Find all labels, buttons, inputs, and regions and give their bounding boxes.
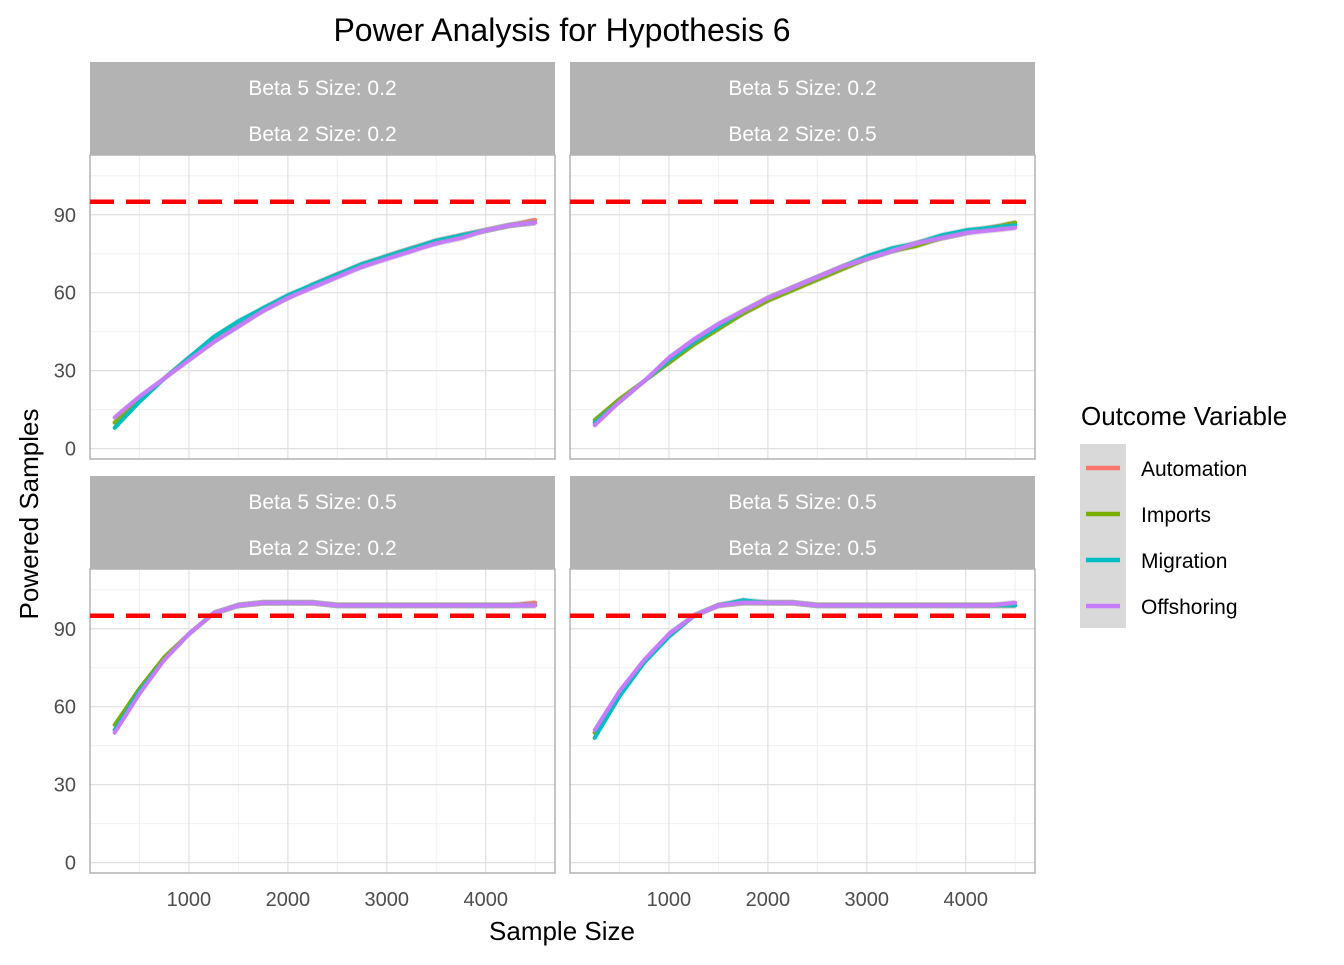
series-ribbon: [114, 219, 536, 426]
legend-item-label: Automation: [1141, 458, 1247, 481]
facet-strip-label-top: Beta 5 Size: 0.5: [248, 491, 396, 514]
facet-panel: Beta 5 Size: 0.5 Beta 2 Size: 0.2 0 30 60 90 1…: [54, 476, 556, 911]
series-ribbon: [594, 224, 1016, 429]
series-line: [112, 220, 538, 425]
series-line: [592, 598, 1018, 740]
facet-strip-label-top: Beta 5 Size: 0.2: [728, 77, 876, 100]
series-ribbon: [114, 217, 536, 426]
series-ribbon: [594, 222, 1016, 426]
panel-border: [89, 568, 556, 874]
legend-key-background: [1080, 444, 1126, 628]
series-ribbon: [114, 599, 536, 734]
series-line: [112, 600, 538, 733]
series-line: [592, 220, 1018, 422]
y-tick-label: 90: [54, 619, 76, 641]
series-line: [592, 600, 1018, 733]
facet-strip-label-bottom: Beta 2 Size: 0.5: [728, 123, 876, 146]
y-tick-label: 90: [54, 205, 76, 227]
series-line: [112, 600, 538, 735]
y-tick-label: 30: [54, 775, 76, 797]
legend: Outcome Variable Automation Imports Migrat…: [1080, 401, 1287, 628]
y-axis-label: Powered Samples: [14, 409, 44, 620]
x-tick-label: 1000: [167, 889, 212, 911]
facet-panel: Beta 5 Size: 0.2 Beta 2 Size: 0.2 0 30 60 90: [54, 62, 556, 461]
series-line: [592, 223, 1018, 425]
facet-panel: Beta 5 Size: 0.5 Beta 2 Size: 0.5 1000 2000…: [569, 476, 1036, 911]
facet-panel: Beta 5 Size: 0.2 Beta 2 Size: 0.5: [569, 62, 1036, 460]
facet-strip-label-top: Beta 5 Size: 0.5: [728, 491, 876, 514]
y-tick-label: 60: [54, 283, 76, 305]
x-tick-label: 3000: [845, 889, 890, 911]
series-line: [592, 223, 1018, 425]
legend-item-label: Offshoring: [1141, 596, 1238, 619]
series-ribbon: [594, 219, 1016, 423]
series-ribbon: [594, 599, 1016, 734]
legend-item-label: Imports: [1141, 504, 1211, 527]
series-ribbon: [114, 599, 536, 734]
series-ribbon: [114, 219, 536, 421]
facet-strip-label-bottom: Beta 2 Size: 0.2: [248, 123, 396, 146]
chart-title: Power Analysis for Hypothesis 6: [333, 12, 790, 48]
x-tick-label: 1000: [647, 889, 692, 911]
panel-border: [569, 568, 1036, 874]
x-tick-label: 4000: [463, 889, 508, 911]
y-tick-label: 0: [65, 439, 76, 461]
series-ribbon: [594, 222, 1016, 426]
series-ribbon: [114, 219, 536, 431]
y-tick-label: 0: [65, 853, 76, 875]
facet-strip-label-top: Beta 5 Size: 0.2: [248, 77, 396, 100]
series-ribbon: [594, 597, 1016, 741]
series-line: [112, 218, 538, 425]
series-line: [112, 600, 538, 733]
facet-strip-label-bottom: Beta 2 Size: 0.5: [728, 537, 876, 560]
facet-strip-label-bottom: Beta 2 Size: 0.2: [248, 537, 396, 560]
facet-strip: [90, 476, 555, 569]
x-tick-label: 3000: [365, 889, 410, 911]
legend-title: Outcome Variable: [1081, 401, 1287, 431]
y-tick-label: 60: [54, 697, 76, 719]
series-ribbon: [114, 599, 536, 728]
legend-item-label: Migration: [1141, 550, 1227, 573]
x-tick-label: 2000: [746, 889, 791, 911]
facet-strip: [90, 62, 555, 155]
series-line: [592, 225, 1018, 428]
facet-strip: [570, 476, 1035, 569]
panel-border: [569, 154, 1036, 460]
y-tick-label: 30: [54, 361, 76, 383]
panel-border: [89, 154, 556, 460]
series-line: [112, 220, 538, 420]
x-axis-label: Sample Size: [489, 916, 635, 946]
facet-strip: [570, 62, 1035, 155]
x-tick-label: 4000: [943, 889, 988, 911]
x-tick-label: 2000: [266, 889, 311, 911]
